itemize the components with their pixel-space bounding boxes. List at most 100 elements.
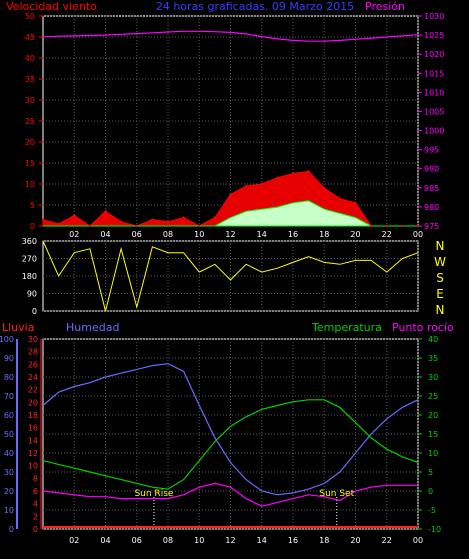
time-tick-label: 10 <box>194 230 204 239</box>
temperature-tick-label: 35 <box>428 354 438 363</box>
compass-label-n-top: N <box>436 239 445 253</box>
direction-tick-label: 270 <box>22 255 37 264</box>
pressure-tick-label: 985 <box>424 184 439 193</box>
humidity-temperature-axes: 0102030405060708090100024681012141618202… <box>0 335 441 545</box>
rain-tick-label: 16 <box>28 424 38 433</box>
direction-tick-label: 0 <box>32 307 37 316</box>
humidity-temperature-series <box>42 363 419 528</box>
gust-point <box>88 224 92 228</box>
gust-point <box>182 216 185 219</box>
humidity-tick-label: 90 <box>4 354 14 363</box>
rain-tick-label: 8 <box>33 474 38 483</box>
rain-tick-label: 0 <box>33 525 38 534</box>
p3-time-tick-label: 22 <box>382 536 392 545</box>
pressure-tick-label: 1025 <box>424 31 444 40</box>
humidity-tick-label: 20 <box>4 487 14 496</box>
time-tick-label: 12 <box>225 230 235 239</box>
rain-tick-label: 22 <box>28 386 38 395</box>
rain-tick-label: 28 <box>28 348 38 357</box>
time-tick-label: 14 <box>257 230 267 239</box>
time-tick-label: 00 <box>413 230 423 239</box>
gust-point <box>166 220 170 223</box>
compass-label-n-bottom: N <box>436 303 445 317</box>
wind-tick-label: 15 <box>25 159 35 168</box>
temperature-axis-label: Temperatura <box>311 321 382 334</box>
gust-point <box>338 197 342 200</box>
temperature-line <box>42 399 419 490</box>
time-tick-label: 16 <box>288 230 298 239</box>
p3-time-tick-label: 00 <box>413 536 423 545</box>
direction-tick-label: 180 <box>22 272 37 281</box>
direction-axes: 360 270 180 90 0 <box>22 237 37 316</box>
wind-tick-label: 50 <box>25 12 35 21</box>
time-tick-label: 20 <box>350 230 360 239</box>
direction-line <box>42 240 419 312</box>
wind-pressure-axes: 0510152025303540455097598098599099510001… <box>25 12 445 239</box>
gust-point <box>57 222 60 226</box>
gust-point <box>276 176 279 179</box>
pressure-tick-label: 995 <box>424 146 439 155</box>
compass-label-s: S <box>436 271 444 285</box>
gust-point <box>307 170 310 173</box>
gust-point <box>198 224 201 228</box>
rain-tick-label: 18 <box>28 411 38 420</box>
p3-time-tick-label: 20 <box>350 536 360 545</box>
gust-point <box>104 210 107 213</box>
humidity-tick-label: 30 <box>4 468 14 477</box>
sunset-annotation: Sun Set <box>319 489 354 499</box>
temperature-tick-label: 15 <box>428 430 438 439</box>
rain-tick-label: 4 <box>33 500 38 509</box>
gust-point <box>135 224 138 228</box>
wind-tick-label: 25 <box>25 117 35 126</box>
gust-point <box>213 216 217 219</box>
p3-time-tick-label: 04 <box>100 536 110 545</box>
wind-axis-label: Velocidad viento <box>6 0 97 13</box>
humidity-tick-label: 80 <box>4 373 14 382</box>
direction-tick-label: 90 <box>27 290 37 299</box>
compass-label-e: E <box>436 287 444 301</box>
pressure-tick-label: 990 <box>424 165 439 174</box>
p3-time-tick-label: 14 <box>257 536 267 545</box>
gust-point <box>323 187 326 190</box>
p3-time-tick-label: 16 <box>288 536 298 545</box>
temperature-tick-label: 40 <box>428 335 438 344</box>
gust-point <box>369 224 373 228</box>
wind-tick-label: 20 <box>25 138 35 147</box>
rain-tick-label: 20 <box>28 398 38 407</box>
p3-time-tick-label: 02 <box>69 536 79 545</box>
time-tick-label: 06 <box>132 230 142 239</box>
direction-grid <box>43 240 419 312</box>
gust-point <box>119 220 123 223</box>
pressure-line <box>42 30 419 42</box>
dew-point-axis-label: Punto rocío <box>392 321 454 334</box>
humidity-tick-label: 60 <box>4 411 14 420</box>
rain-tick-label: 12 <box>28 449 38 458</box>
pressure-tick-label: 975 <box>424 222 439 231</box>
wind-pressure-panel: 0510152025303540455097598098599099510001… <box>25 12 445 239</box>
pressure-tick-label: 1005 <box>424 107 444 116</box>
rain-tick-label: 6 <box>33 487 38 496</box>
rain-tick-label: 14 <box>28 436 38 445</box>
wind-tick-label: 40 <box>25 54 35 63</box>
gust-point <box>401 224 404 228</box>
rain-tick-label: 2 <box>33 512 38 521</box>
humidity-line <box>42 363 419 496</box>
gust-point <box>260 182 263 186</box>
direction-tick-label: 360 <box>22 237 37 246</box>
wind-tick-label: 10 <box>25 180 35 189</box>
temperature-tick-label: 25 <box>428 392 438 401</box>
gust-point <box>73 214 76 217</box>
pressure-tick-label: 1010 <box>424 88 444 97</box>
temperature-tick-label: 20 <box>428 411 438 420</box>
rain-tick-label: 24 <box>28 373 38 382</box>
humidity-tick-label: 50 <box>4 430 14 439</box>
pressure-tick-label: 1020 <box>424 50 444 59</box>
wind-tick-label: 35 <box>25 75 35 84</box>
rain-axis-label: Lluvia <box>2 321 34 334</box>
gust-point <box>354 201 357 205</box>
humidity-tick-label: 0 <box>9 525 14 534</box>
wind-tick-label: 45 <box>25 33 35 42</box>
sunrise-annotation: Sun Rise <box>134 489 173 499</box>
temperature-tick-label: 5 <box>428 468 433 477</box>
